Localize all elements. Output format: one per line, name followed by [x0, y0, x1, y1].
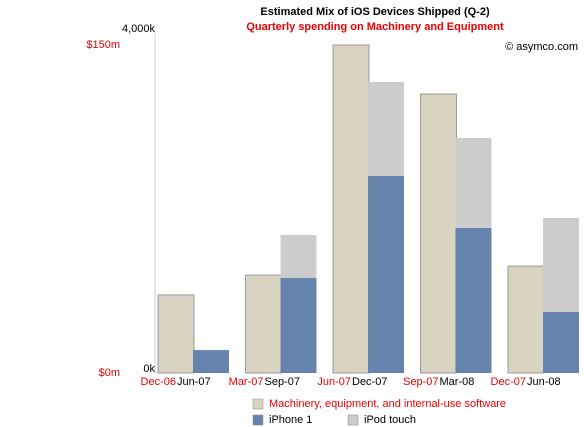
spending-bar [332, 44, 370, 374]
chart-title: Estimated Mix of iOS Devices Shipped (Q-… [260, 6, 490, 18]
legend-label: Machinery, equipment, and internal-use s… [269, 398, 506, 410]
chart-subtitle: Quarterly spending on Machinery and Equi… [246, 21, 504, 33]
y-tick-label: $150m [86, 39, 120, 51]
device-bar [280, 234, 317, 278]
legend-swatch [347, 414, 359, 426]
legend-label: iPhone 1 [269, 414, 312, 426]
legend-swatch [252, 414, 264, 426]
x-tick-label: Jun-07 [177, 376, 211, 388]
y2-tick-label: 4,000k [122, 23, 156, 35]
device-bar [455, 227, 492, 373]
spending-bar [420, 93, 457, 374]
x-tick-label: Dec-06 [141, 376, 176, 388]
x-tick-label: Jun-07 [317, 376, 351, 388]
device-bar [368, 81, 404, 176]
x-tick-label: Dec-07 [352, 376, 387, 388]
device-bar [543, 217, 579, 312]
device-bar [543, 311, 579, 373]
spending-bar [245, 274, 282, 374]
x-tick-label: Jun-08 [527, 376, 561, 388]
y-tick-label: $0m [99, 367, 120, 379]
device-bar [193, 350, 229, 373]
x-tick-label: Sep-07 [265, 376, 300, 388]
x-tick-label: Mar-08 [440, 376, 475, 388]
x-tick-label: Dec-07 [491, 376, 526, 388]
legend-label: iPod touch [364, 414, 416, 426]
annotation: © asymco.com [505, 41, 578, 53]
y2-tick-label: 0k [143, 363, 155, 375]
legend-swatch [252, 398, 264, 410]
device-bar [455, 137, 492, 228]
x-tick-label: Mar-07 [229, 376, 264, 388]
device-bar [280, 277, 317, 373]
x-tick-label: Sep-07 [403, 376, 438, 388]
spending-bar [157, 294, 195, 374]
device-bar [368, 175, 404, 373]
spending-bar [507, 265, 545, 374]
